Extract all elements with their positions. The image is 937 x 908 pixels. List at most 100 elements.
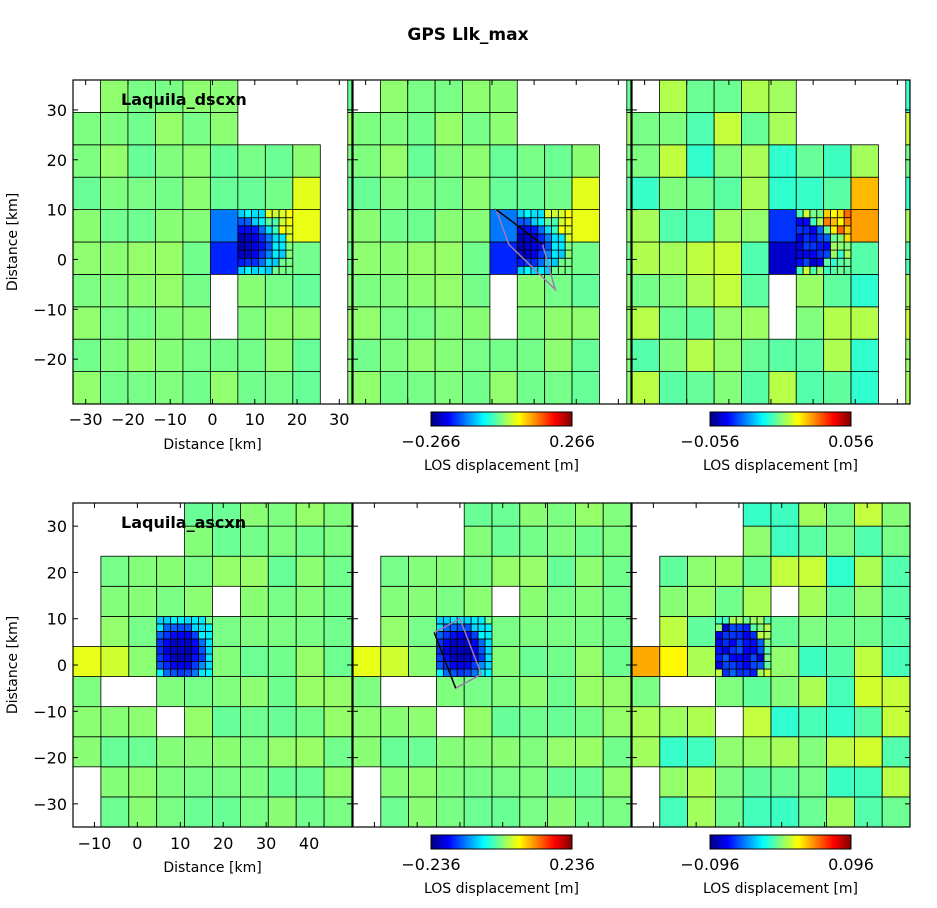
data-cell bbox=[830, 225, 838, 235]
data-cell bbox=[770, 706, 800, 738]
data-cell bbox=[602, 766, 631, 798]
data-cell bbox=[100, 209, 129, 243]
data-cell bbox=[463, 555, 493, 587]
data-cell bbox=[575, 706, 604, 738]
data-cell bbox=[809, 217, 818, 227]
data-cell bbox=[742, 631, 751, 640]
data-cell bbox=[323, 766, 352, 798]
data-cell bbox=[756, 661, 765, 670]
data-cell bbox=[408, 796, 437, 827]
data-cell bbox=[713, 144, 742, 178]
data-cell bbox=[658, 306, 688, 340]
data-cell bbox=[407, 338, 436, 373]
data-cell bbox=[544, 225, 552, 235]
data-cell bbox=[463, 653, 472, 662]
data-cell bbox=[292, 273, 321, 308]
data-cell bbox=[768, 80, 797, 113]
data-cell bbox=[516, 176, 546, 210]
data-cell bbox=[435, 661, 444, 670]
data-cell bbox=[715, 796, 744, 827]
data-cell bbox=[523, 217, 532, 227]
data-cell bbox=[182, 241, 211, 275]
data-cell bbox=[435, 766, 465, 798]
data-cell bbox=[380, 616, 409, 647]
data-cell bbox=[735, 668, 744, 677]
data-cell bbox=[602, 555, 631, 587]
x-tick-label: −30 bbox=[69, 410, 103, 429]
data-cell bbox=[239, 555, 269, 587]
data-cell bbox=[575, 796, 604, 827]
data-cell bbox=[905, 209, 910, 243]
data-cell bbox=[127, 144, 156, 178]
colorbar-min-label: −0.266 bbox=[401, 432, 460, 451]
data-cell bbox=[205, 623, 213, 632]
data-cell bbox=[271, 225, 280, 235]
data-cell bbox=[434, 241, 463, 275]
data-cell bbox=[816, 233, 825, 243]
data-cell bbox=[285, 209, 294, 219]
data-cell bbox=[100, 585, 130, 617]
data-cell bbox=[380, 585, 409, 617]
data-cell bbox=[768, 176, 797, 210]
data-cell bbox=[547, 616, 576, 647]
data-cell bbox=[519, 766, 548, 798]
data-cell bbox=[271, 209, 280, 219]
data-cell bbox=[380, 646, 409, 677]
data-cell bbox=[823, 144, 852, 178]
data-cell bbox=[763, 623, 772, 632]
data-cell bbox=[809, 225, 818, 235]
data-cell bbox=[100, 306, 129, 340]
data-cell bbox=[434, 176, 463, 210]
data-cell bbox=[456, 631, 465, 640]
data-cell bbox=[551, 257, 559, 267]
data-cell bbox=[212, 706, 241, 738]
data-cell bbox=[770, 616, 800, 647]
data-cell bbox=[184, 646, 192, 655]
data-cell bbox=[184, 706, 213, 738]
data-cell bbox=[128, 646, 158, 677]
data-cell bbox=[239, 646, 269, 677]
data-cell bbox=[686, 176, 715, 210]
data-cell bbox=[209, 338, 239, 373]
data-cell bbox=[741, 273, 770, 308]
data-cell bbox=[239, 796, 269, 827]
data-cell bbox=[823, 273, 852, 308]
data-cell bbox=[258, 265, 266, 275]
data-cell bbox=[626, 241, 631, 275]
data-cell bbox=[523, 249, 532, 259]
data-cell bbox=[244, 225, 253, 235]
data-cell bbox=[163, 653, 172, 662]
data-cell bbox=[198, 638, 206, 647]
data-cell bbox=[212, 676, 241, 708]
data-cell bbox=[881, 676, 910, 708]
data-cell bbox=[264, 176, 294, 210]
data-cell bbox=[626, 112, 631, 146]
data-cell bbox=[353, 241, 381, 275]
data-cell bbox=[575, 525, 604, 557]
panel-model bbox=[352, 79, 632, 405]
data-cell bbox=[686, 209, 715, 243]
data-cell bbox=[770, 503, 800, 527]
data-cell bbox=[519, 796, 548, 827]
y-tick-label: 10 bbox=[47, 610, 67, 629]
data-cell bbox=[205, 631, 213, 640]
y-tick-label: 0 bbox=[57, 250, 67, 269]
data-cell bbox=[575, 555, 604, 587]
data-cell bbox=[463, 706, 493, 738]
data-cell bbox=[632, 306, 660, 340]
data-cell bbox=[850, 241, 879, 275]
data-cell bbox=[442, 616, 451, 625]
data-cell bbox=[323, 525, 352, 557]
data-cell bbox=[735, 616, 744, 625]
data-cell bbox=[523, 209, 532, 219]
data-cell bbox=[155, 371, 184, 404]
colorbar-data: −0.236 0.236 LOS displacement [m] bbox=[401, 834, 595, 897]
data-cell bbox=[434, 306, 463, 340]
data-cell bbox=[198, 631, 206, 640]
data-cell bbox=[434, 112, 463, 146]
data-cell bbox=[295, 676, 325, 708]
data-cell bbox=[836, 241, 845, 251]
data-cell bbox=[823, 371, 852, 404]
data-cell bbox=[323, 676, 352, 708]
data-cell bbox=[271, 249, 280, 259]
